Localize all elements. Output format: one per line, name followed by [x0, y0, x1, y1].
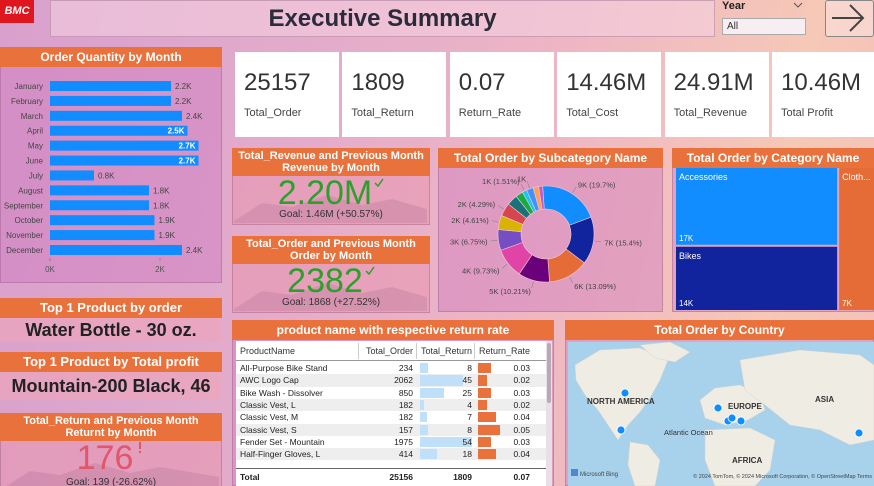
table-cell: 414	[360, 448, 413, 460]
table-cell: 0.02	[476, 374, 530, 386]
table-cell: 0.04	[476, 448, 530, 460]
panel-title: Total Order by Category Name	[672, 148, 874, 168]
total-cell: 1809	[418, 470, 472, 484]
header-rule	[236, 360, 546, 361]
table-cell: 0.05	[476, 424, 530, 436]
table-cell: 2062	[360, 374, 413, 386]
table-cell: 182	[360, 411, 413, 423]
table-cell: 850	[360, 387, 413, 399]
slicer-dropdown[interactable]: All	[722, 18, 806, 35]
table-cell: 1975	[360, 436, 413, 448]
kpi-value: 14.46M	[566, 68, 660, 98]
column-divider	[474, 343, 475, 359]
goal-card-value: 176	[0, 440, 222, 476]
total-cell: Total	[240, 470, 360, 484]
table-cell: 25	[418, 387, 472, 399]
kpi-value: 1809	[351, 68, 445, 98]
table: ProductNameTotal_Order Total_Return Return…	[236, 341, 546, 486]
kpi-value: 0.07	[459, 68, 553, 98]
table-cell: Half-Finger Gloves, L	[240, 448, 360, 460]
kpi-label: Total_Return	[351, 105, 445, 121]
top-product-title: Top 1 Product by order	[0, 298, 222, 318]
goal-card-title: Total_Return and Previous Month Returnt …	[0, 413, 222, 441]
next-button[interactable]	[825, 0, 874, 37]
kpi-label: Return_Rate	[459, 105, 553, 121]
table-cell: 0.04	[476, 411, 530, 423]
table-cell: AWC Logo Cap	[240, 374, 360, 386]
slicer-label: Year	[722, 0, 808, 14]
column-header: Total_Return	[418, 344, 472, 358]
top-product-title: Top 1 Product by Total profit	[0, 352, 222, 372]
table-cell: 0.03	[476, 436, 530, 448]
table-cell: 54	[418, 436, 472, 448]
table-cell: All-Purpose Bike Stand	[240, 362, 360, 374]
panel-title: product name with respective return rate	[232, 320, 554, 340]
table-cell: 0.03	[476, 387, 530, 399]
table-cell: 0.03	[476, 362, 530, 374]
panel-title: Total Order by Country	[565, 320, 874, 340]
icon	[365, 263, 375, 277]
table-cell: Bike Wash - Dissolver	[240, 387, 360, 399]
goal-card-title: Total_Revenue and Previous Month Revenue…	[232, 148, 430, 176]
kpi-value: 10.46M	[781, 68, 874, 98]
panel-title: Order Quantity by Month	[0, 47, 222, 67]
top-product-value: Water Bottle - 30 oz.	[0, 318, 222, 342]
table-cell: Fender Set - Mountain	[240, 436, 360, 448]
scroll-thumb	[547, 343, 551, 403]
panel-title: Total Order by Subcategory Name	[438, 148, 663, 168]
total-cell: 25156	[360, 470, 413, 484]
goal-card-goal: Goal: 1868 (+27.52%)	[232, 296, 430, 310]
table-cell: 234	[360, 362, 413, 374]
top-product-value: Mountain-200 Black, 46	[0, 372, 222, 400]
table-cell: 4	[418, 399, 472, 411]
table-cell: 0.02	[476, 399, 530, 411]
kpi-value: 25157	[244, 68, 338, 98]
kpi-label: Total_Order	[244, 105, 338, 121]
dashboard: ProductNameTotal_OrderTotal_ReturnReturn…	[0, 0, 874, 486]
icon	[135, 440, 145, 454]
table-cell: 45	[418, 374, 472, 386]
logo: BMC	[0, 0, 34, 23]
table-cell: 18	[418, 448, 472, 460]
total-cell: 0.07	[476, 470, 530, 484]
column-divider	[416, 343, 417, 359]
table-cell: 7	[418, 411, 472, 423]
table-cell: Classic Vest, M	[240, 411, 360, 423]
icon	[374, 175, 384, 189]
column-header: Return_Rate	[476, 344, 530, 358]
table-cell: 157	[360, 424, 413, 436]
goal-card-value: 2382	[232, 263, 430, 299]
panel	[438, 148, 663, 312]
table-cell: Classic Vest, S	[240, 424, 360, 436]
table-cell: Classic Vest, L	[240, 399, 360, 411]
column-header: ProductName	[240, 344, 360, 358]
table-cell: 8	[418, 424, 472, 436]
kpi-value: 24.91M	[674, 68, 768, 98]
table-cell: 182	[360, 399, 413, 411]
goal-card-goal: Goal: 1.46M (+50.57%)	[232, 208, 430, 222]
kpi-label: Total_Cost	[566, 105, 660, 121]
column-header: Total_Order	[360, 344, 413, 358]
goal-card-title: Total_Order and Previous Month Order by …	[232, 236, 430, 264]
kpi-label: Total_Revenue	[674, 105, 768, 121]
kpi-label: Total Profit	[781, 105, 874, 121]
panel	[672, 148, 874, 312]
goal-card-value: 2.20M	[232, 175, 430, 211]
panel	[565, 320, 874, 486]
title: Executive Summary	[50, 0, 715, 37]
panel	[0, 47, 222, 283]
table-cell: 8	[418, 362, 472, 374]
goal-card-goal: Goal: 139 (-26.62%)	[0, 476, 222, 486]
